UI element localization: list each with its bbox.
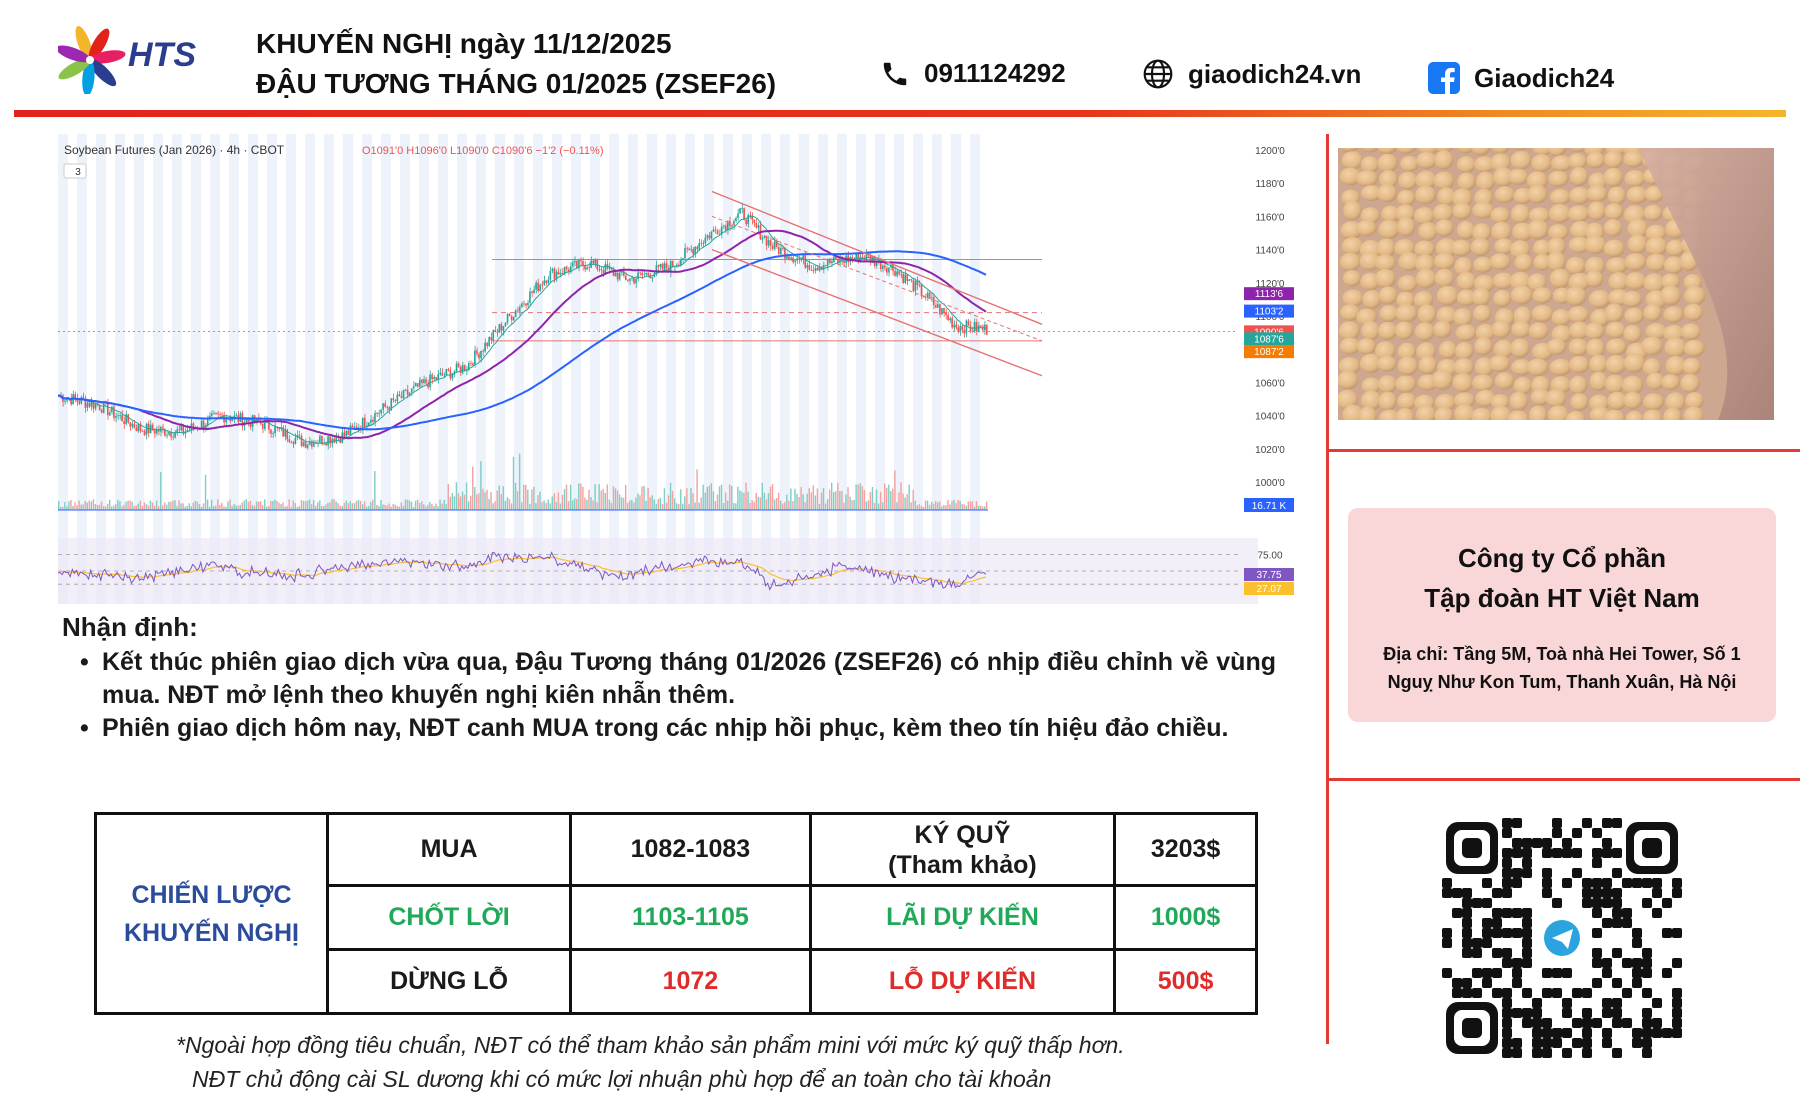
price-tag	[1244, 332, 1294, 346]
price-tick-label: 1140'0	[1256, 246, 1285, 257]
facebook-contact[interactable]: Giaodich24	[1428, 62, 1614, 94]
phone-icon	[883, 62, 907, 85]
website-contact[interactable]: giaodich24.vn	[1142, 58, 1361, 90]
chart-ohlc-label: O1091'0 H1096'0 L1090'0 C1090'6 −1'2 (−0…	[362, 145, 603, 157]
right-divider-1	[1326, 449, 1800, 452]
price-tag	[1244, 287, 1294, 301]
globe-icon	[1143, 59, 1173, 89]
soybean-photo	[1338, 148, 1774, 420]
buy-label: MUA	[325, 812, 573, 887]
take-profit-label: CHỐT LỜI	[325, 884, 573, 951]
facebook-icon	[1428, 62, 1460, 94]
report-title-date: KHUYẾN NGHỊ ngày 11/12/2025	[256, 28, 672, 59]
hts-logo: HTS	[56, 22, 208, 96]
company-card: Công ty Cổ phần Tập đoàn HT Việt Nam Địa…	[1348, 508, 1776, 722]
rsi-tag-label: 27.07	[1256, 584, 1281, 595]
report-title: KHUYẾN NGHỊ ngày 11/12/2025 ĐẬU TƯƠNG TH…	[256, 24, 776, 104]
price-tick-label: 1000'0	[1255, 478, 1285, 489]
chart-instrument-label: Soybean Futures (Jan 2026) · 4h · CBOT	[64, 143, 285, 157]
price-tick-label: 1060'0	[1255, 378, 1285, 389]
analysis-bullet: Phiên giao dịch hôm nay, NĐT canh MUA tr…	[80, 712, 1276, 745]
strategy-table: CHIẾN LƯỢC KHUYẾN NGHỊ MUA 1082-1083 KÝ …	[94, 812, 1258, 1015]
price-tick-label: 1040'0	[1255, 412, 1285, 423]
analysis-bullet: Kết thúc phiên giao dịch vừa qua, Đậu Tư…	[80, 646, 1276, 712]
expected-loss-label: LỖ DỰ KIẾN	[808, 948, 1117, 1015]
rsi-tag	[1244, 582, 1294, 595]
header-divider	[14, 110, 1786, 117]
volume-tag-label: 16.71 K	[1252, 501, 1287, 512]
report-title-instrument: ĐẬU TƯƠNG THÁNG 01/2025 (ZSEF26)	[256, 68, 777, 99]
take-profit-value: 1103-1105	[569, 884, 812, 951]
rsi-tick-label: 75.00	[1257, 551, 1282, 562]
margin-label: KÝ QUỸ (Tham khảo)	[808, 812, 1117, 887]
telegram-icon	[1540, 916, 1584, 960]
qr-finder-patterns	[1446, 822, 1678, 1054]
price-tick-label: 1200'0	[1255, 146, 1285, 157]
logo-text: HTS	[128, 36, 196, 74]
right-column-divider	[1326, 134, 1329, 1044]
price-tick-label: 1180'0	[1256, 179, 1285, 190]
price-tag	[1244, 345, 1294, 359]
soybean-chart-svg: 1200'01180'01160'01140'01120'01100'01080…	[57, 134, 1318, 604]
hts-logo-icon	[56, 26, 126, 96]
facebook-page: Giaodich24	[1474, 62, 1615, 93]
strategy-label: CHIẾN LƯỢC KHUYẾN NGHỊ	[94, 812, 329, 1015]
price-tick-label: 1160'0	[1256, 212, 1285, 223]
right-divider-2	[1326, 778, 1800, 781]
rsi-tag-label: 37.75	[1256, 570, 1281, 581]
price-tag-label: 1087'6	[1254, 334, 1284, 345]
chart-indicator-count: 3	[75, 167, 81, 178]
analysis-heading: Nhận định:	[62, 612, 198, 642]
price-tag-label: 1087'2	[1254, 347, 1284, 358]
company-name: Công ty Cổ phần Tập đoàn HT Việt Nam	[1424, 543, 1700, 613]
expected-loss-value: 500$	[1113, 948, 1258, 1015]
price-tick-label: 1120'0	[1256, 279, 1285, 290]
telegram-qr-code[interactable]	[1442, 818, 1682, 1058]
margin-value: 3203$	[1113, 812, 1258, 887]
footnote-stop-loss: NĐT chủ động cài SL dương khi có mức lợi…	[192, 1066, 1052, 1092]
price-tag-label: 1103'2	[1255, 307, 1284, 318]
footnote-mini-contract: *Ngoài hợp đồng tiêu chuẩn, NĐT có thể t…	[176, 1032, 1125, 1058]
volume-tag	[1244, 498, 1294, 512]
stop-loss-value: 1072	[569, 948, 812, 1015]
phone-number: 0911124292	[924, 58, 1066, 88]
phone-contact[interactable]: 0911124292	[880, 58, 1066, 89]
company-address: Địa chỉ: Tầng 5M, Toà nhà Hei Tower, Số …	[1383, 644, 1741, 692]
price-tag	[1244, 304, 1294, 318]
website-url: giaodich24.vn	[1188, 58, 1362, 89]
expected-profit-value: 1000$	[1113, 884, 1258, 951]
rsi-tag	[1244, 568, 1294, 581]
price-tick-label: 1020'0	[1255, 445, 1285, 456]
expected-profit-label: LÃI DỰ KIẾN	[808, 884, 1117, 951]
analysis-list: Kết thúc phiên giao dịch vừa qua, Đậu Tư…	[80, 646, 1276, 745]
buy-value: 1082-1083	[569, 812, 812, 887]
price-tag-label: 1113'6	[1255, 289, 1284, 300]
stop-loss-label: DỪNG LỖ	[325, 948, 573, 1015]
price-chart: 1200'01180'01160'01140'01120'01100'01080…	[57, 134, 1318, 604]
